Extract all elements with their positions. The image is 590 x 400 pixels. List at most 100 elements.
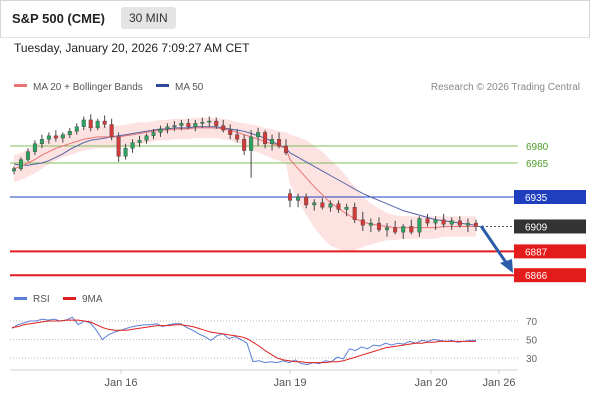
timeframe-button[interactable]: 30 MIN	[121, 7, 176, 29]
candle	[249, 130, 254, 178]
candle	[186, 118, 191, 129]
candle-body	[368, 222, 373, 226]
candle	[221, 119, 226, 133]
candle-body	[193, 123, 198, 127]
candle	[385, 223, 390, 237]
candle	[179, 119, 184, 131]
candle-body	[288, 193, 293, 201]
candle-body	[336, 203, 341, 210]
symbol-title: S&P 500 (CME)	[12, 11, 105, 26]
candle	[81, 116, 86, 131]
candle	[457, 216, 462, 228]
candle-body	[270, 138, 275, 144]
candle-body	[457, 220, 462, 226]
credit-label: Research © 2026 Trading Central	[431, 82, 580, 93]
candle-body	[401, 226, 406, 233]
ma50-legend-swatch	[156, 84, 169, 87]
level-tag-6887	[514, 244, 586, 259]
datetime-label: Tuesday, January 20, 2026 7:09:27 AM CET	[14, 41, 250, 55]
candle	[53, 130, 58, 142]
bollinger-bands	[14, 117, 476, 252]
candle-body	[256, 132, 261, 138]
candle	[417, 216, 422, 237]
candle	[393, 220, 398, 235]
candle-body	[284, 145, 289, 154]
ma20-line-group	[13, 127, 476, 229]
candle	[137, 135, 142, 148]
ma50-line	[13, 126, 477, 226]
candle-body	[228, 129, 233, 135]
level-label-6980: 6980	[526, 142, 549, 153]
candle	[304, 193, 309, 209]
candle-body	[200, 121, 205, 124]
rsi-line	[11, 316, 476, 366]
candle-body	[144, 135, 149, 141]
candle	[312, 199, 317, 211]
candle-body	[67, 131, 72, 135]
candle	[116, 132, 121, 162]
rsi-ma-legend-swatch	[63, 297, 76, 300]
candle	[344, 203, 349, 217]
candle	[433, 216, 438, 230]
candle-body	[18, 159, 23, 169]
candle	[465, 218, 470, 233]
candle-body	[102, 120, 107, 125]
candle-body	[242, 138, 247, 151]
candle-body	[344, 206, 349, 210]
candle	[207, 116, 212, 127]
level-label-6965: 6965	[526, 159, 549, 170]
current-price-label: 6909	[525, 222, 548, 233]
candle	[88, 114, 93, 132]
level-tag-6935	[514, 190, 586, 204]
candle-body	[39, 138, 44, 144]
candle-body	[53, 135, 58, 139]
level-label-6866: 6866	[525, 271, 548, 282]
candle	[172, 121, 177, 132]
x-tick-label: Jan 20	[414, 377, 447, 389]
x-tick-label: Jan 19	[273, 377, 306, 389]
bollinger-band-area	[14, 117, 476, 252]
candle	[74, 123, 79, 135]
candle-body	[158, 128, 163, 133]
candle-body	[465, 222, 470, 226]
candle	[474, 219, 479, 231]
candle-body	[433, 219, 438, 224]
price-levels: 6980 6965 6935 6909 6887 6866	[10, 142, 586, 283]
candle	[144, 133, 149, 144]
candle-body	[207, 120, 212, 123]
rsi-tick-30: 30	[526, 354, 538, 365]
candle	[193, 119, 198, 132]
candle	[235, 129, 240, 143]
candle	[296, 193, 301, 208]
candle	[360, 211, 365, 231]
rsi-tick-50: 50	[526, 336, 538, 347]
current-price-tag	[514, 219, 586, 234]
candle-body	[88, 119, 93, 129]
candle	[102, 115, 107, 128]
candle-body	[130, 142, 135, 149]
candle	[401, 224, 406, 239]
candle-body	[165, 126, 170, 130]
candle-body	[425, 218, 430, 224]
candle	[352, 202, 357, 224]
candle	[123, 143, 128, 160]
candle	[165, 123, 170, 134]
candle	[336, 200, 341, 213]
candle	[46, 132, 51, 144]
candle	[32, 140, 37, 156]
candle	[284, 139, 289, 156]
rsi-tick-70: 70	[526, 317, 538, 328]
candle-body	[352, 206, 357, 220]
candle-body	[11, 168, 16, 172]
ma20-legend-label: MA 20 + Bollinger Bands	[33, 82, 143, 93]
candle	[130, 139, 135, 153]
level-label-6887: 6887	[525, 247, 548, 258]
candle	[376, 217, 381, 233]
candle-body	[186, 123, 191, 127]
candle	[288, 189, 293, 208]
level-label-6935: 6935	[525, 193, 548, 204]
candle	[95, 118, 100, 131]
candle-body	[221, 125, 226, 131]
